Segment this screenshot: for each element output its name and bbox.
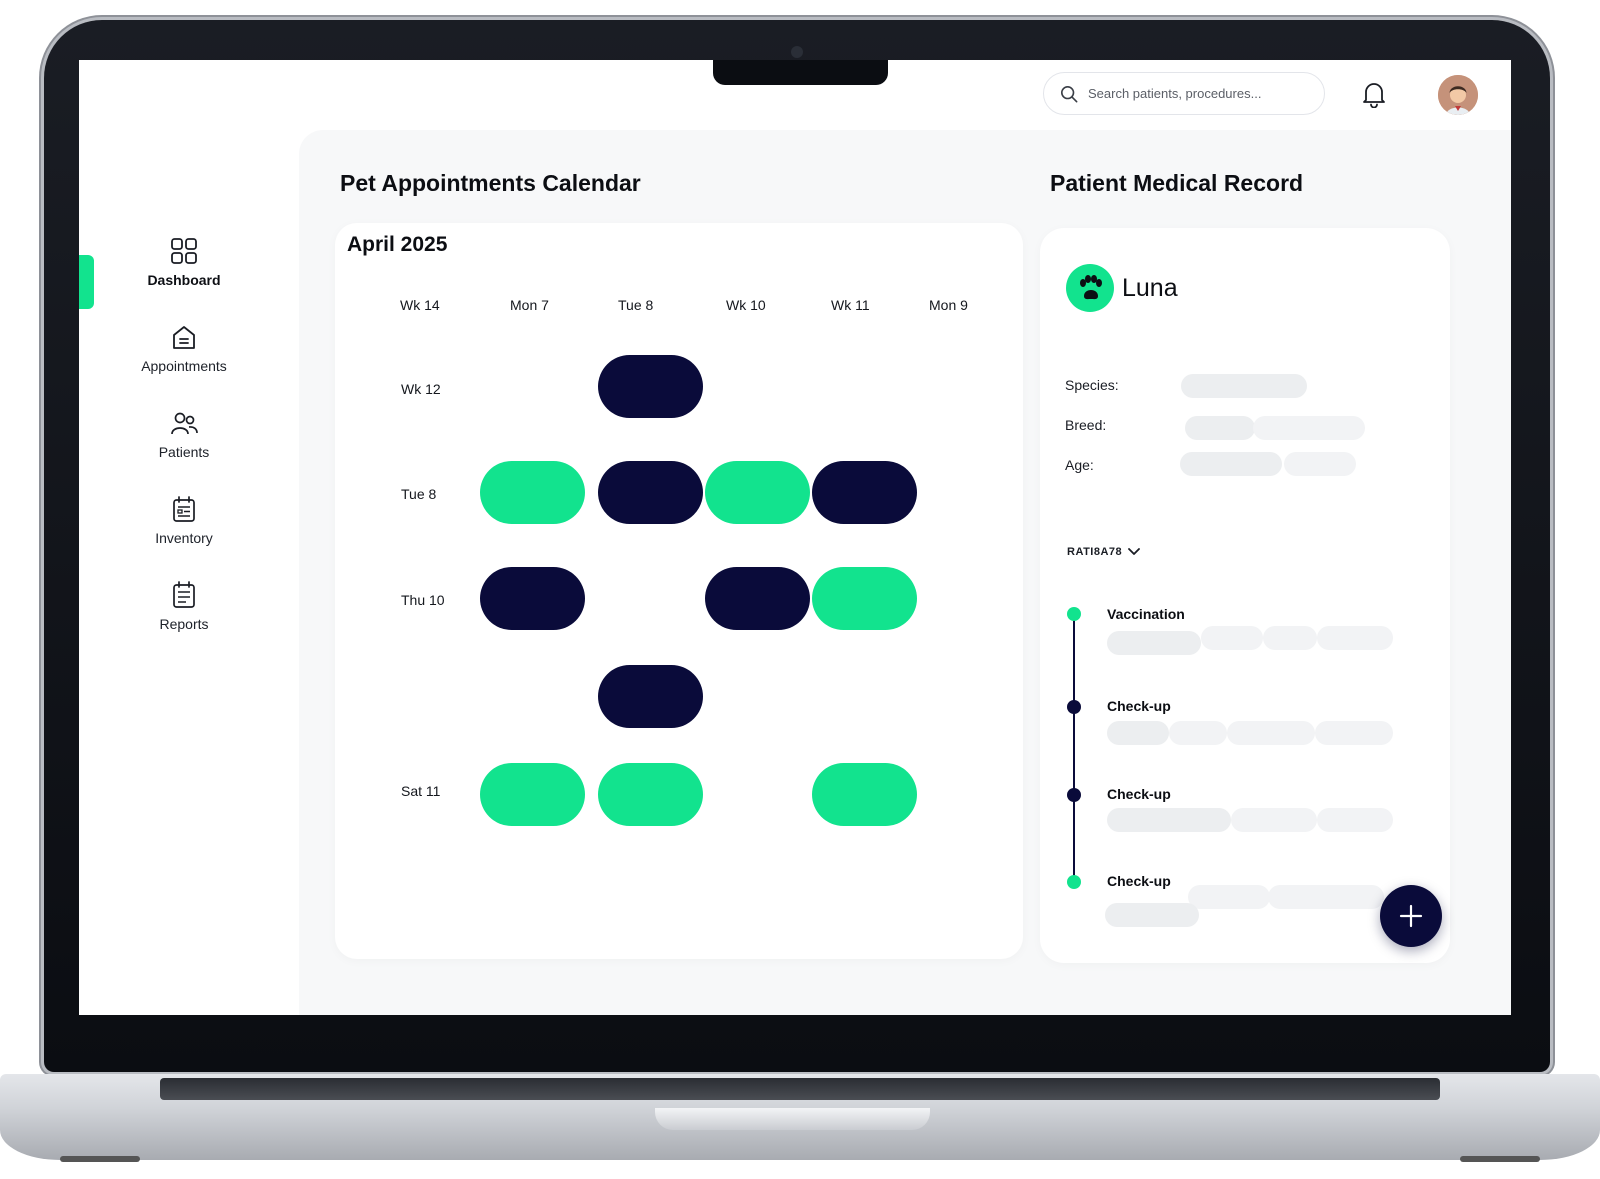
sidebar-item-inventory[interactable]: Inventory	[114, 494, 254, 548]
appointment-pill[interactable]	[812, 763, 917, 826]
avatar[interactable]	[1438, 75, 1478, 115]
event-detail-placeholder	[1263, 626, 1317, 650]
timeline-event-title[interactable]: Check-up	[1107, 786, 1171, 802]
event-detail-placeholder	[1268, 885, 1384, 909]
laptop-keyboard-edge	[160, 1078, 1440, 1100]
sidebar-item-label: Appointments	[141, 358, 227, 374]
age-value-placeholder	[1284, 452, 1356, 476]
event-detail-placeholder	[1169, 721, 1227, 745]
camera	[791, 46, 803, 58]
home-icon	[173, 326, 195, 349]
event-detail-placeholder	[1107, 808, 1231, 832]
chevron-down-icon	[1128, 548, 1141, 555]
calendar-column-header: Wk 14	[400, 297, 440, 313]
calendar-column-header: Wk 10	[726, 297, 766, 313]
timeline-dot	[1067, 788, 1081, 802]
timeline-event-title[interactable]: Check-up	[1107, 873, 1171, 889]
screen-notch	[713, 60, 888, 85]
appointment-pill[interactable]	[598, 461, 703, 524]
sidebar-item-patients[interactable]: Patients	[114, 408, 254, 462]
timeline-dot	[1067, 607, 1081, 621]
breed-value-placeholder	[1253, 416, 1365, 440]
event-detail-placeholder	[1107, 721, 1169, 745]
sidebar-item-reports[interactable]: Reports	[114, 580, 254, 634]
history-dropdown-label: RATI8A78	[1067, 546, 1123, 558]
report-icon	[173, 581, 195, 608]
laptop-base-notch	[655, 1108, 930, 1130]
users-icon	[171, 412, 198, 435]
calendar-column-header: Mon 7	[510, 297, 549, 313]
field-label-breed: Breed:	[1065, 417, 1107, 433]
pet-name: Luna	[1122, 274, 1178, 302]
calendar-column-header: Tue 8	[618, 297, 654, 313]
laptop-foot	[1460, 1156, 1540, 1162]
sidebar-item-label: Inventory	[155, 530, 213, 546]
calendar-title: Pet Appointments Calendar	[340, 170, 641, 196]
bell-icon[interactable]	[1361, 80, 1387, 108]
event-detail-placeholder	[1317, 626, 1393, 650]
timeline-event-title[interactable]: Vaccination	[1107, 606, 1185, 622]
breed-value-placeholder	[1185, 416, 1255, 440]
appointment-pill[interactable]	[812, 461, 917, 524]
sidebar-item-dashboard[interactable]: Dashboard	[114, 236, 254, 290]
sidebar-item-label: Reports	[159, 616, 209, 632]
sidebar-item-label: Patients	[158, 444, 210, 460]
field-label-age: Age:	[1065, 457, 1094, 473]
appointment-pill[interactable]	[598, 355, 703, 418]
age-value-placeholder	[1180, 452, 1282, 476]
event-detail-placeholder	[1105, 903, 1199, 927]
calendar-row-header: Sat 11	[401, 783, 441, 799]
calendar-column-header: Mon 9	[929, 297, 968, 313]
add-record-button[interactable]	[1380, 885, 1442, 947]
search-box[interactable]	[1043, 72, 1325, 115]
history-dropdown[interactable]: RATI8A78	[1067, 546, 1141, 558]
appointment-pill[interactable]	[812, 567, 917, 630]
species-value-placeholder	[1181, 374, 1307, 398]
sidebar-item-appointments[interactable]: Appointments	[114, 322, 254, 376]
event-detail-placeholder	[1188, 885, 1270, 909]
appointment-pill[interactable]	[598, 763, 703, 826]
record-title: Patient Medical Record	[1050, 170, 1304, 196]
sidebar-item-label: Dashboard	[147, 272, 221, 288]
laptop-foot	[60, 1156, 140, 1162]
event-detail-placeholder	[1107, 631, 1201, 655]
timeline-event-title[interactable]: Check-up	[1107, 698, 1171, 714]
field-label-species: Species:	[1065, 377, 1119, 393]
sidebar: Dashboard Appointments Patients	[79, 155, 299, 1015]
timeline-line	[1073, 616, 1075, 884]
appointment-pill[interactable]	[480, 763, 585, 826]
search-input[interactable]	[1088, 86, 1308, 101]
event-detail-placeholder	[1231, 808, 1317, 832]
appointment-pill[interactable]	[598, 665, 703, 728]
appointment-pill[interactable]	[480, 567, 585, 630]
medical-record-card: Luna Species: Breed: Age: RATI8A78 Vacci…	[1040, 228, 1450, 963]
clipboard-list-icon	[173, 496, 195, 522]
event-detail-placeholder	[1227, 721, 1315, 745]
paw-icon	[1080, 275, 1102, 300]
appointment-pill[interactable]	[705, 461, 810, 524]
calendar-row-header: Wk 12	[401, 381, 441, 397]
calendar-column-header: Wk 11	[831, 297, 870, 313]
timeline-dot	[1067, 700, 1081, 714]
calendar-row-header: Tue 8	[401, 486, 437, 502]
calendar-month: April 2025	[347, 233, 448, 256]
appointment-pill[interactable]	[480, 461, 585, 524]
active-indicator	[79, 255, 94, 309]
search-icon	[1060, 85, 1078, 102]
grid-icon	[171, 238, 197, 264]
plus-icon	[1399, 904, 1423, 928]
timeline-dot	[1067, 875, 1081, 889]
calendar-row-header: Thu 10	[401, 592, 445, 608]
calendar-card: April 2025 Wk 14 Mon 7 Tue 8 Wk 10 Wk 11…	[335, 223, 1023, 959]
app-screen: Dashboard Appointments Patients	[79, 60, 1511, 1015]
pet-avatar	[1066, 264, 1114, 312]
event-detail-placeholder	[1317, 808, 1393, 832]
event-detail-placeholder	[1201, 626, 1263, 650]
event-detail-placeholder	[1315, 721, 1393, 745]
appointment-pill[interactable]	[705, 567, 810, 630]
avatar-image	[1438, 75, 1478, 115]
